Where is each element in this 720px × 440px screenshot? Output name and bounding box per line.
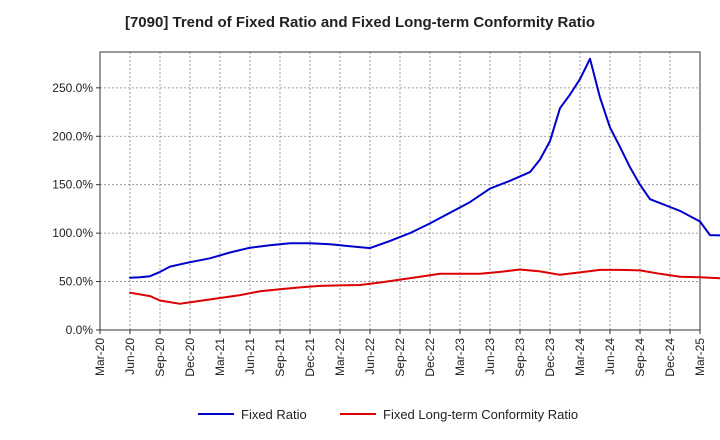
y-tick-label: 50.0%: [59, 275, 93, 289]
x-tick-label: Sep-23: [513, 338, 527, 377]
x-tick-label: Jun-24: [603, 338, 617, 375]
y-tick-label: 100.0%: [52, 226, 93, 240]
chart-title: [7090] Trend of Fixed Ratio and Fixed Lo…: [124, 14, 596, 31]
series-line-2: [129, 268, 720, 305]
legend-label-1: Fixed Ratio: [241, 407, 307, 422]
x-tick-label: Sep-20: [153, 338, 167, 377]
x-tick-label: Jun-20: [123, 338, 137, 375]
x-tick-label: Mar-22: [333, 338, 347, 376]
x-tick-label: Dec-24: [663, 338, 677, 377]
x-tick-label: Sep-24: [633, 338, 647, 377]
plot-frame: [99, 51, 701, 331]
x-tick-label: Dec-20: [183, 338, 197, 377]
x-tick-label: Mar-24: [573, 338, 587, 376]
x-tick-label: Dec-23: [543, 338, 557, 377]
y-tick-label: 0.0%: [66, 323, 94, 337]
x-tick-label: Dec-21: [303, 338, 317, 377]
y-tick-label: 250.0%: [52, 81, 93, 95]
x-tick-label: Jun-22: [363, 338, 377, 375]
y-tick-label: 200.0%: [52, 129, 93, 143]
x-tick-label: Jun-23: [483, 338, 497, 375]
x-tick-label: Mar-23: [453, 338, 467, 376]
axes: Mar-20 Jun-20 Sep-20 Dec-20 Mar-21 Jun-21 Sep-…: [52, 51, 707, 377]
x-tick-label: Jun-21: [243, 338, 257, 375]
y-tick-label: 150.0%: [52, 178, 93, 192]
legend: Fixed Ratio Fixed Long-term Conformity Ra…: [198, 407, 578, 422]
x-tick-label: Sep-22: [393, 338, 407, 377]
series-layer: [129, 57, 720, 305]
x-tick-label: Mar-20: [93, 338, 107, 376]
legend-label-2: Fixed Long-term Conformity Ratio: [383, 407, 578, 422]
x-tick-label: Dec-22: [423, 338, 437, 377]
x-tick-label: Mar-21: [213, 338, 227, 376]
series-line-1: [129, 57, 720, 279]
x-tick-label: Sep-21: [273, 338, 287, 377]
x-tick-label: Mar-25: [693, 338, 707, 376]
